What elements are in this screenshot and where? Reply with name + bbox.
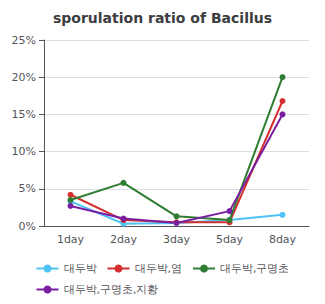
svg-text:sporulation ratio of Bacillus: sporulation ratio of Bacillus — [53, 10, 272, 26]
svg-text:대두박,구명초,지황: 대두박,구명초,지황 — [64, 283, 159, 296]
svg-text:8day: 8day — [269, 233, 297, 246]
svg-text:0%: 0% — [19, 220, 36, 233]
svg-text:2day: 2day — [110, 233, 138, 246]
svg-text:대두박,구명초: 대두박,구명초 — [220, 262, 290, 275]
svg-text:1day: 1day — [57, 233, 85, 246]
svg-text:25%: 25% — [12, 34, 36, 47]
svg-text:15%: 15% — [12, 108, 36, 121]
svg-text:20%: 20% — [12, 71, 36, 84]
svg-text:10%: 10% — [12, 145, 36, 158]
svg-text:대두박: 대두박 — [64, 262, 97, 275]
svg-text:5%: 5% — [19, 182, 36, 195]
svg-text:5day: 5day — [216, 233, 244, 246]
svg-text:3day: 3day — [163, 233, 191, 246]
svg-text:대두박,염: 대두박,염 — [135, 262, 183, 275]
